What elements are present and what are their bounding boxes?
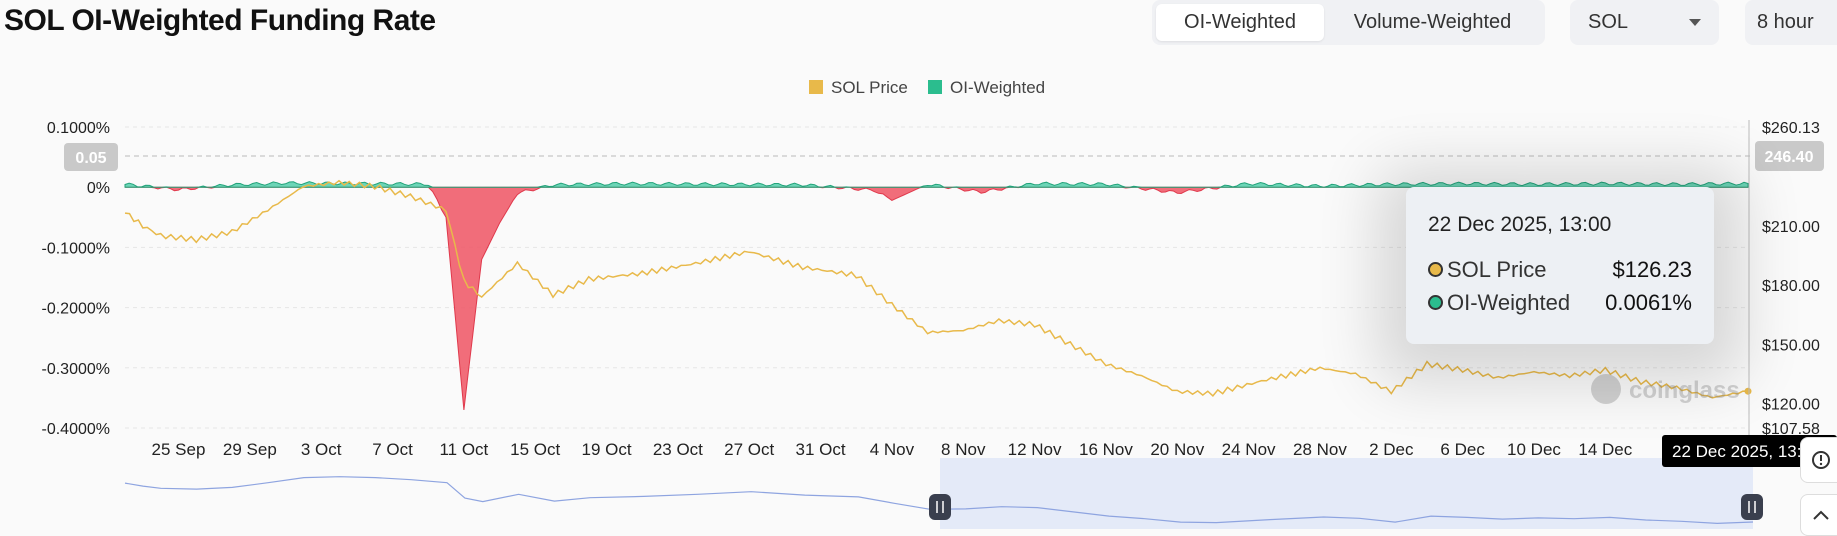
legend-swatch-oi-weighted bbox=[928, 80, 942, 94]
positive-area-path bbox=[124, 181, 1749, 188]
alert-gear-icon bbox=[1812, 451, 1830, 469]
right-tick-label: $107.58 bbox=[1762, 421, 1820, 438]
sol-price-last-point bbox=[1744, 387, 1752, 395]
sol-price-line bbox=[124, 179, 1752, 399]
x-axis: 25 Sep 29 Sep 3 Oct 7 Oct 11 Oct 15 Oct 19 Oct… bbox=[152, 440, 1633, 459]
x-tick-label: 4 Nov bbox=[870, 440, 915, 459]
crosshair-left-badge bbox=[64, 143, 118, 171]
crosshair-x-value: 22 Dec 2025, 13:00 bbox=[1672, 442, 1820, 461]
x-tick-label: 24 Nov bbox=[1222, 440, 1276, 459]
volume-weighted-tab[interactable]: Volume-Weighted bbox=[1353, 11, 1512, 33]
tooltip-row-sol-price: SOL Price $126.23 bbox=[1428, 253, 1692, 286]
coinglass-logo-icon bbox=[1591, 374, 1621, 404]
right-tick-label: $120.00 bbox=[1762, 396, 1820, 413]
x-tick-label: 20 Nov bbox=[1150, 440, 1204, 459]
x-tick-label: 7 Oct bbox=[372, 440, 413, 459]
chart-tooltip: 22 Dec 2025, 13:00 SOL Price $126.23 OI-… bbox=[1406, 187, 1714, 344]
x-tick-label: 11 Oct bbox=[439, 440, 488, 459]
page-title: SOL OI-Weighted Funding Rate bbox=[4, 4, 436, 37]
tooltip-row-oi-weighted: OI-Weighted 0.0061% bbox=[1428, 286, 1692, 319]
x-tick-label: 16 Nov bbox=[1079, 440, 1133, 459]
crosshair-right-value: 246.40 bbox=[1765, 149, 1814, 166]
x-tick-label: 2 Dec bbox=[1369, 440, 1414, 459]
left-tick-label: 0.1000% bbox=[47, 120, 110, 137]
x-tick-label: 27 Oct bbox=[724, 440, 774, 459]
x-tick-label: 10 Dec bbox=[1507, 440, 1561, 459]
crosshair-left-value: 0.05 bbox=[75, 150, 106, 167]
x-tick-label: 25 Sep bbox=[152, 440, 206, 459]
chevron-down-icon bbox=[1689, 19, 1701, 26]
scroll-top-button[interactable] bbox=[1800, 494, 1837, 536]
left-tick-label: -0.3000% bbox=[42, 361, 111, 378]
crosshair: 0.05 246.40 22 Dec 2025, 13:00 bbox=[64, 120, 1837, 467]
tooltip-value-sol-price: $126.23 bbox=[1612, 256, 1692, 282]
left-tick-label: -0.4000% bbox=[42, 421, 111, 438]
navigator-left-handle bbox=[929, 494, 951, 520]
tooltip-name-sol-price: SOL Price bbox=[1447, 256, 1547, 282]
legend-label-oi-weighted[interactable]: OI-Weighted bbox=[950, 78, 1045, 97]
x-tick-label: 8 Nov bbox=[941, 440, 986, 459]
tooltip-dot-oi-weighted bbox=[1428, 295, 1443, 310]
left-tick-label: -0.2000% bbox=[42, 301, 111, 318]
watermark-text: coinglass bbox=[1629, 377, 1740, 404]
legend-swatch-sol-price bbox=[809, 80, 823, 94]
oi-weighted-tab[interactable]: OI-Weighted bbox=[1156, 4, 1324, 41]
coinglass-watermark: coinglass bbox=[1591, 374, 1740, 404]
right-y-axis: $260.13 $210.00 $180.00 $150.00 $120.00 $107.… bbox=[1748, 120, 1820, 440]
x-tick-label: 15 Oct bbox=[510, 440, 560, 459]
x-tick-label: 3 Oct bbox=[301, 440, 342, 459]
left-tick-label: -0.1000% bbox=[42, 240, 111, 257]
legend-label-sol-price[interactable]: SOL Price bbox=[831, 78, 908, 97]
sol-price-polyline bbox=[124, 179, 1749, 399]
interval-select[interactable]: 8 hour bbox=[1745, 0, 1837, 45]
right-tick-label: $210.00 bbox=[1762, 219, 1820, 236]
range-navigator[interactable] bbox=[124, 458, 1763, 529]
x-tick-label: 14 Dec bbox=[1578, 440, 1632, 459]
tooltip-date: 22 Dec 2025, 13:00 bbox=[1428, 213, 1612, 236]
navigator-selected-range bbox=[940, 458, 1753, 529]
right-tick-label: $150.00 bbox=[1762, 337, 1820, 354]
navigator-right-handle bbox=[1741, 494, 1763, 520]
left-tick-label: 0% bbox=[87, 180, 110, 197]
crosshair-x-badge bbox=[1662, 435, 1837, 467]
right-tick-label: $260.13 bbox=[1762, 120, 1820, 137]
x-tick-label: 28 Nov bbox=[1293, 440, 1347, 459]
x-tick-label: 29 Sep bbox=[223, 440, 277, 459]
x-tick-label: 12 Nov bbox=[1008, 440, 1062, 459]
coin-select[interactable]: SOL bbox=[1570, 0, 1719, 45]
tooltip-dot-sol-price bbox=[1428, 262, 1443, 277]
coin-select-value: SOL bbox=[1588, 11, 1629, 33]
x-tick-label: 31 Oct bbox=[796, 440, 846, 459]
interval-select-value: 8 hour bbox=[1757, 11, 1814, 33]
left-y-axis: 0.1000% 0% -0.1000% -0.2000% -0.3000% -0.4000… bbox=[42, 120, 111, 438]
x-tick-label: 19 Oct bbox=[582, 440, 632, 459]
chevron-up-icon bbox=[1813, 510, 1829, 520]
x-tick-label: 6 Dec bbox=[1440, 440, 1485, 459]
right-tick-label: $180.00 bbox=[1762, 278, 1820, 295]
tooltip-name-oi-weighted: OI-Weighted bbox=[1447, 289, 1571, 315]
chart-legend: SOL Price OI-Weighted bbox=[809, 78, 1045, 97]
crosshair-right-badge bbox=[1755, 141, 1824, 171]
positive-funding-area bbox=[124, 181, 1749, 188]
tooltip-value-oi-weighted: 0.0061% bbox=[1605, 289, 1692, 315]
weighting-toggle: OI-Weighted Volume-Weighted bbox=[1152, 0, 1545, 45]
settings-button[interactable] bbox=[1800, 437, 1837, 483]
x-tick-label: 23 Oct bbox=[653, 440, 703, 459]
